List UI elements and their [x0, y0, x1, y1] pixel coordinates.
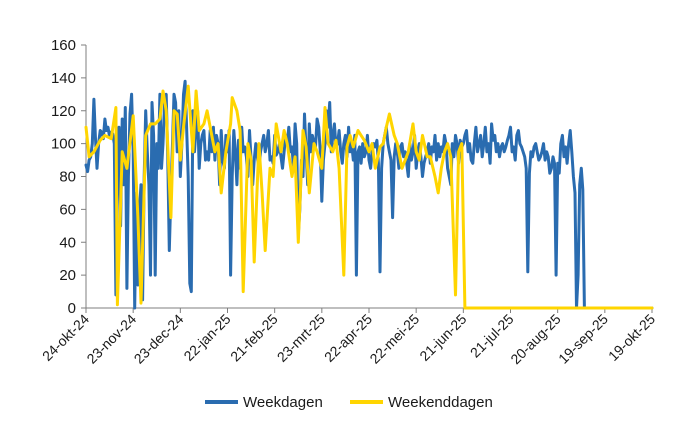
legend-label: Weekenddagen: [388, 394, 493, 411]
x-tick-label: 21-feb-25: [227, 311, 281, 365]
y-tick-label: 160: [51, 37, 76, 54]
x-tick-label: 21-jun-25: [416, 311, 469, 364]
x-axis-ticks: 24-okt-2423-nov-2423-dec-2422-jan-2521-f…: [39, 308, 658, 367]
x-tick-label: 23-dec-24: [131, 311, 187, 367]
series-line-weekdagen: [84, 79, 654, 310]
y-tick-label: 100: [51, 136, 76, 153]
y-tick-label: 120: [51, 103, 76, 120]
x-tick-label: 19-sep-25: [555, 311, 611, 367]
y-axis-ticks: 0 20 40 60 80 100 120 140 160: [51, 37, 86, 317]
series-line-weekenddagen: [84, 84, 654, 310]
series-lines: [84, 79, 654, 310]
legend-label: Weekdagen: [243, 394, 323, 411]
x-tick-label: 20-aug-25: [507, 311, 564, 368]
y-tick-label: 140: [51, 70, 76, 87]
y-tick-label: 40: [59, 234, 76, 251]
y-tick-label: 80: [59, 169, 76, 186]
x-tick-label: 22-mei-25: [366, 311, 422, 367]
y-tick-label: 20: [59, 267, 76, 284]
y-tick-label: 60: [59, 201, 76, 218]
y-tick-label: 0: [68, 300, 76, 317]
x-tick-label: 22-jan-25: [180, 311, 233, 364]
legend: Weekdagen Weekenddagen: [205, 394, 493, 411]
x-tick-label: 23-nov-24: [83, 311, 139, 367]
x-tick-label: 23-mrt-25: [274, 311, 328, 365]
x-tick-label: 19-okt-25: [605, 311, 658, 364]
